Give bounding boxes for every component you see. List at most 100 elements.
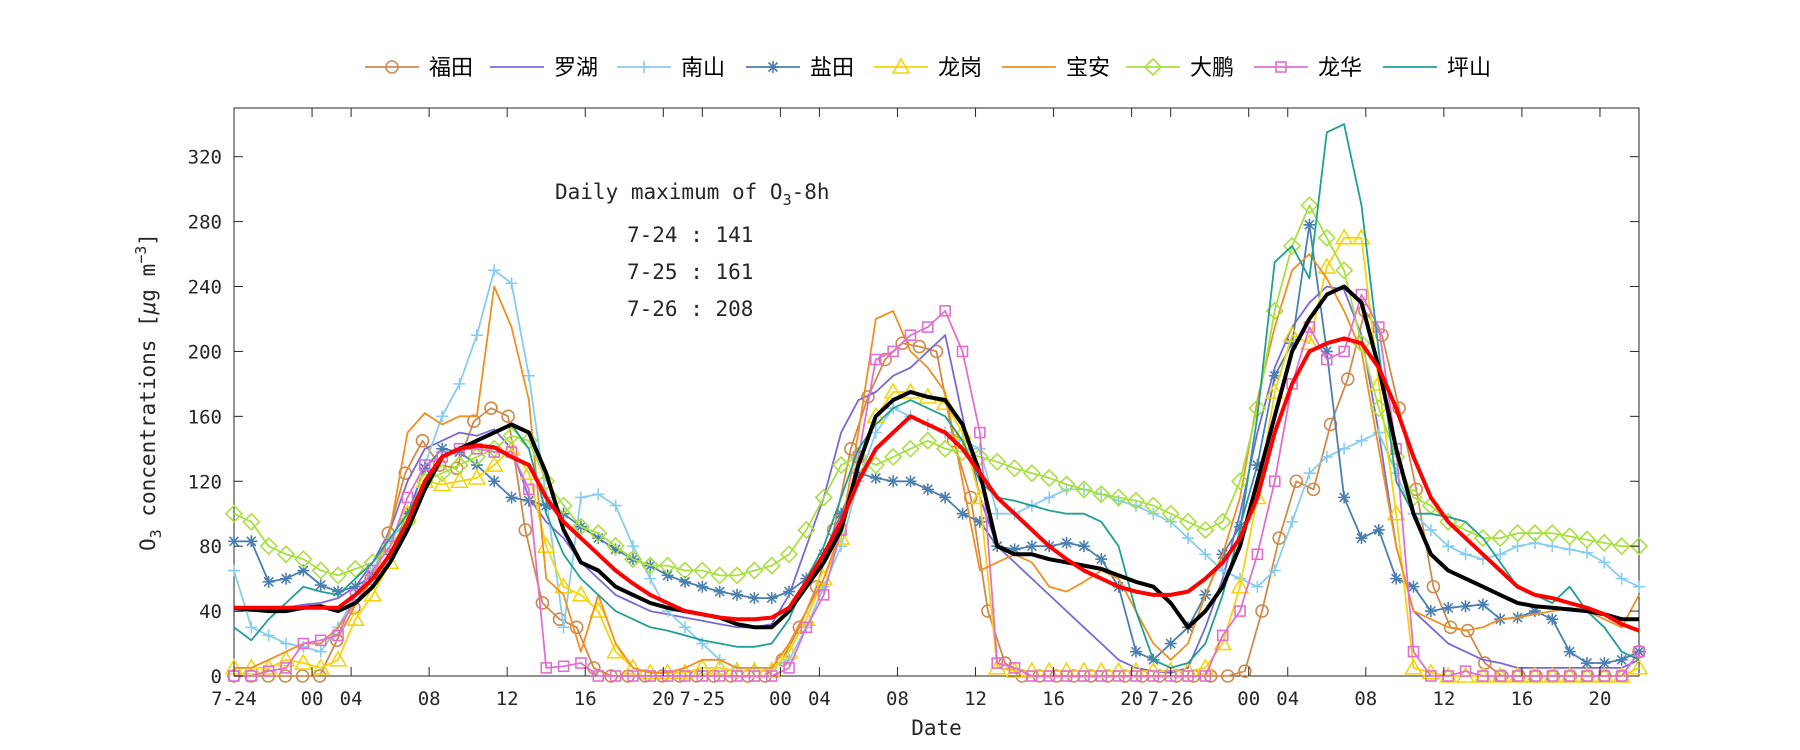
x-axis-title: Date [911,716,962,740]
data-point [1473,528,1493,548]
data-point [609,543,622,556]
data-point [295,669,310,683]
data-point [835,507,848,520]
data-point [470,329,483,342]
data-point [346,559,365,579]
data-point [574,491,587,504]
data-point [328,650,348,667]
data-point [1560,527,1579,546]
data-point [1238,664,1252,678]
data-point [228,564,240,577]
data-point [332,585,345,598]
x-tick-label: 16 [574,688,597,710]
legend-label: 大鹏 [1190,56,1234,81]
data-point [1015,669,1029,683]
data-point [1178,661,1198,678]
data-point [1320,345,1333,358]
data-point [748,592,761,605]
data-point [1282,236,1302,256]
x-tick-label: 20 [652,688,675,710]
data-point [1043,670,1056,682]
data-point [1303,467,1316,480]
data-point [727,566,747,585]
data-point [294,653,313,670]
data-point [866,406,886,424]
data-point [224,504,244,523]
data-point [901,439,920,458]
data-point [1268,564,1281,577]
data-point [554,496,573,515]
data-point [540,662,553,674]
x-tick-label: 00 [301,688,324,710]
data-point [1560,666,1579,683]
x-tick-label: 7-25 [679,688,725,710]
legend-label: 宝安 [1066,56,1110,81]
data-point [1095,553,1108,566]
data-point [912,339,927,354]
data-point [1442,670,1454,682]
data-point [956,345,969,358]
data-point [713,585,726,598]
data-point [973,515,986,528]
data-point [727,661,747,678]
data-point [956,507,969,520]
data-point [1629,658,1649,675]
series-layer [224,123,1649,683]
data-point [661,670,674,682]
data-point [797,520,816,540]
data-point [1338,491,1351,504]
data-point [537,472,556,491]
y-axis-title: O3 concentrations [μg m−3] [132,233,165,551]
data-point [1057,475,1076,494]
data-point [936,439,955,458]
legend-item-福田: 福田 [365,56,473,81]
data-point [1143,57,1163,77]
data-point [693,561,712,580]
data-point [518,523,533,537]
data-point [1546,670,1559,682]
data-point [346,609,365,626]
x-tick-label: 12 [964,688,987,710]
data-point [505,277,518,290]
data-point [1251,459,1264,472]
legend-item-宝安: 宝安 [1002,56,1110,81]
data-point [276,545,296,564]
data-point [589,524,608,543]
data-point [557,660,570,673]
data-point [762,661,782,678]
annotation-line: 7-24 : 141 [627,223,753,247]
data-point [280,637,293,650]
series-mean-9 [233,284,1639,630]
data-point [814,488,833,507]
data-point [974,426,986,439]
data-point [1442,601,1455,614]
data-point [1268,369,1281,382]
data-point [1282,325,1302,342]
data-point [314,645,327,658]
x-tick-label: 12 [496,688,519,710]
data-point [1494,548,1507,561]
data-point [262,665,275,677]
legend-item-龙华: 龙华 [1254,56,1362,81]
data-point [436,410,449,423]
data-point [453,446,466,459]
data-point [1130,670,1142,682]
data-point [467,468,487,485]
data-point [1143,661,1163,678]
data-point [488,264,501,277]
data-point [1338,345,1350,358]
data-point [1320,353,1333,366]
data-point [1338,442,1351,455]
data-point [1407,645,1420,658]
x-tick-label: 20 [1120,688,1143,710]
data-point [557,621,570,634]
data-point [242,512,261,531]
data-point [1182,670,1194,682]
series-龙华 [228,288,1645,682]
data-point [1490,666,1510,683]
data-point [1477,670,1489,682]
data-point [1109,661,1129,678]
data-point [921,483,934,496]
data-point [245,621,258,634]
data-point [1234,605,1246,617]
